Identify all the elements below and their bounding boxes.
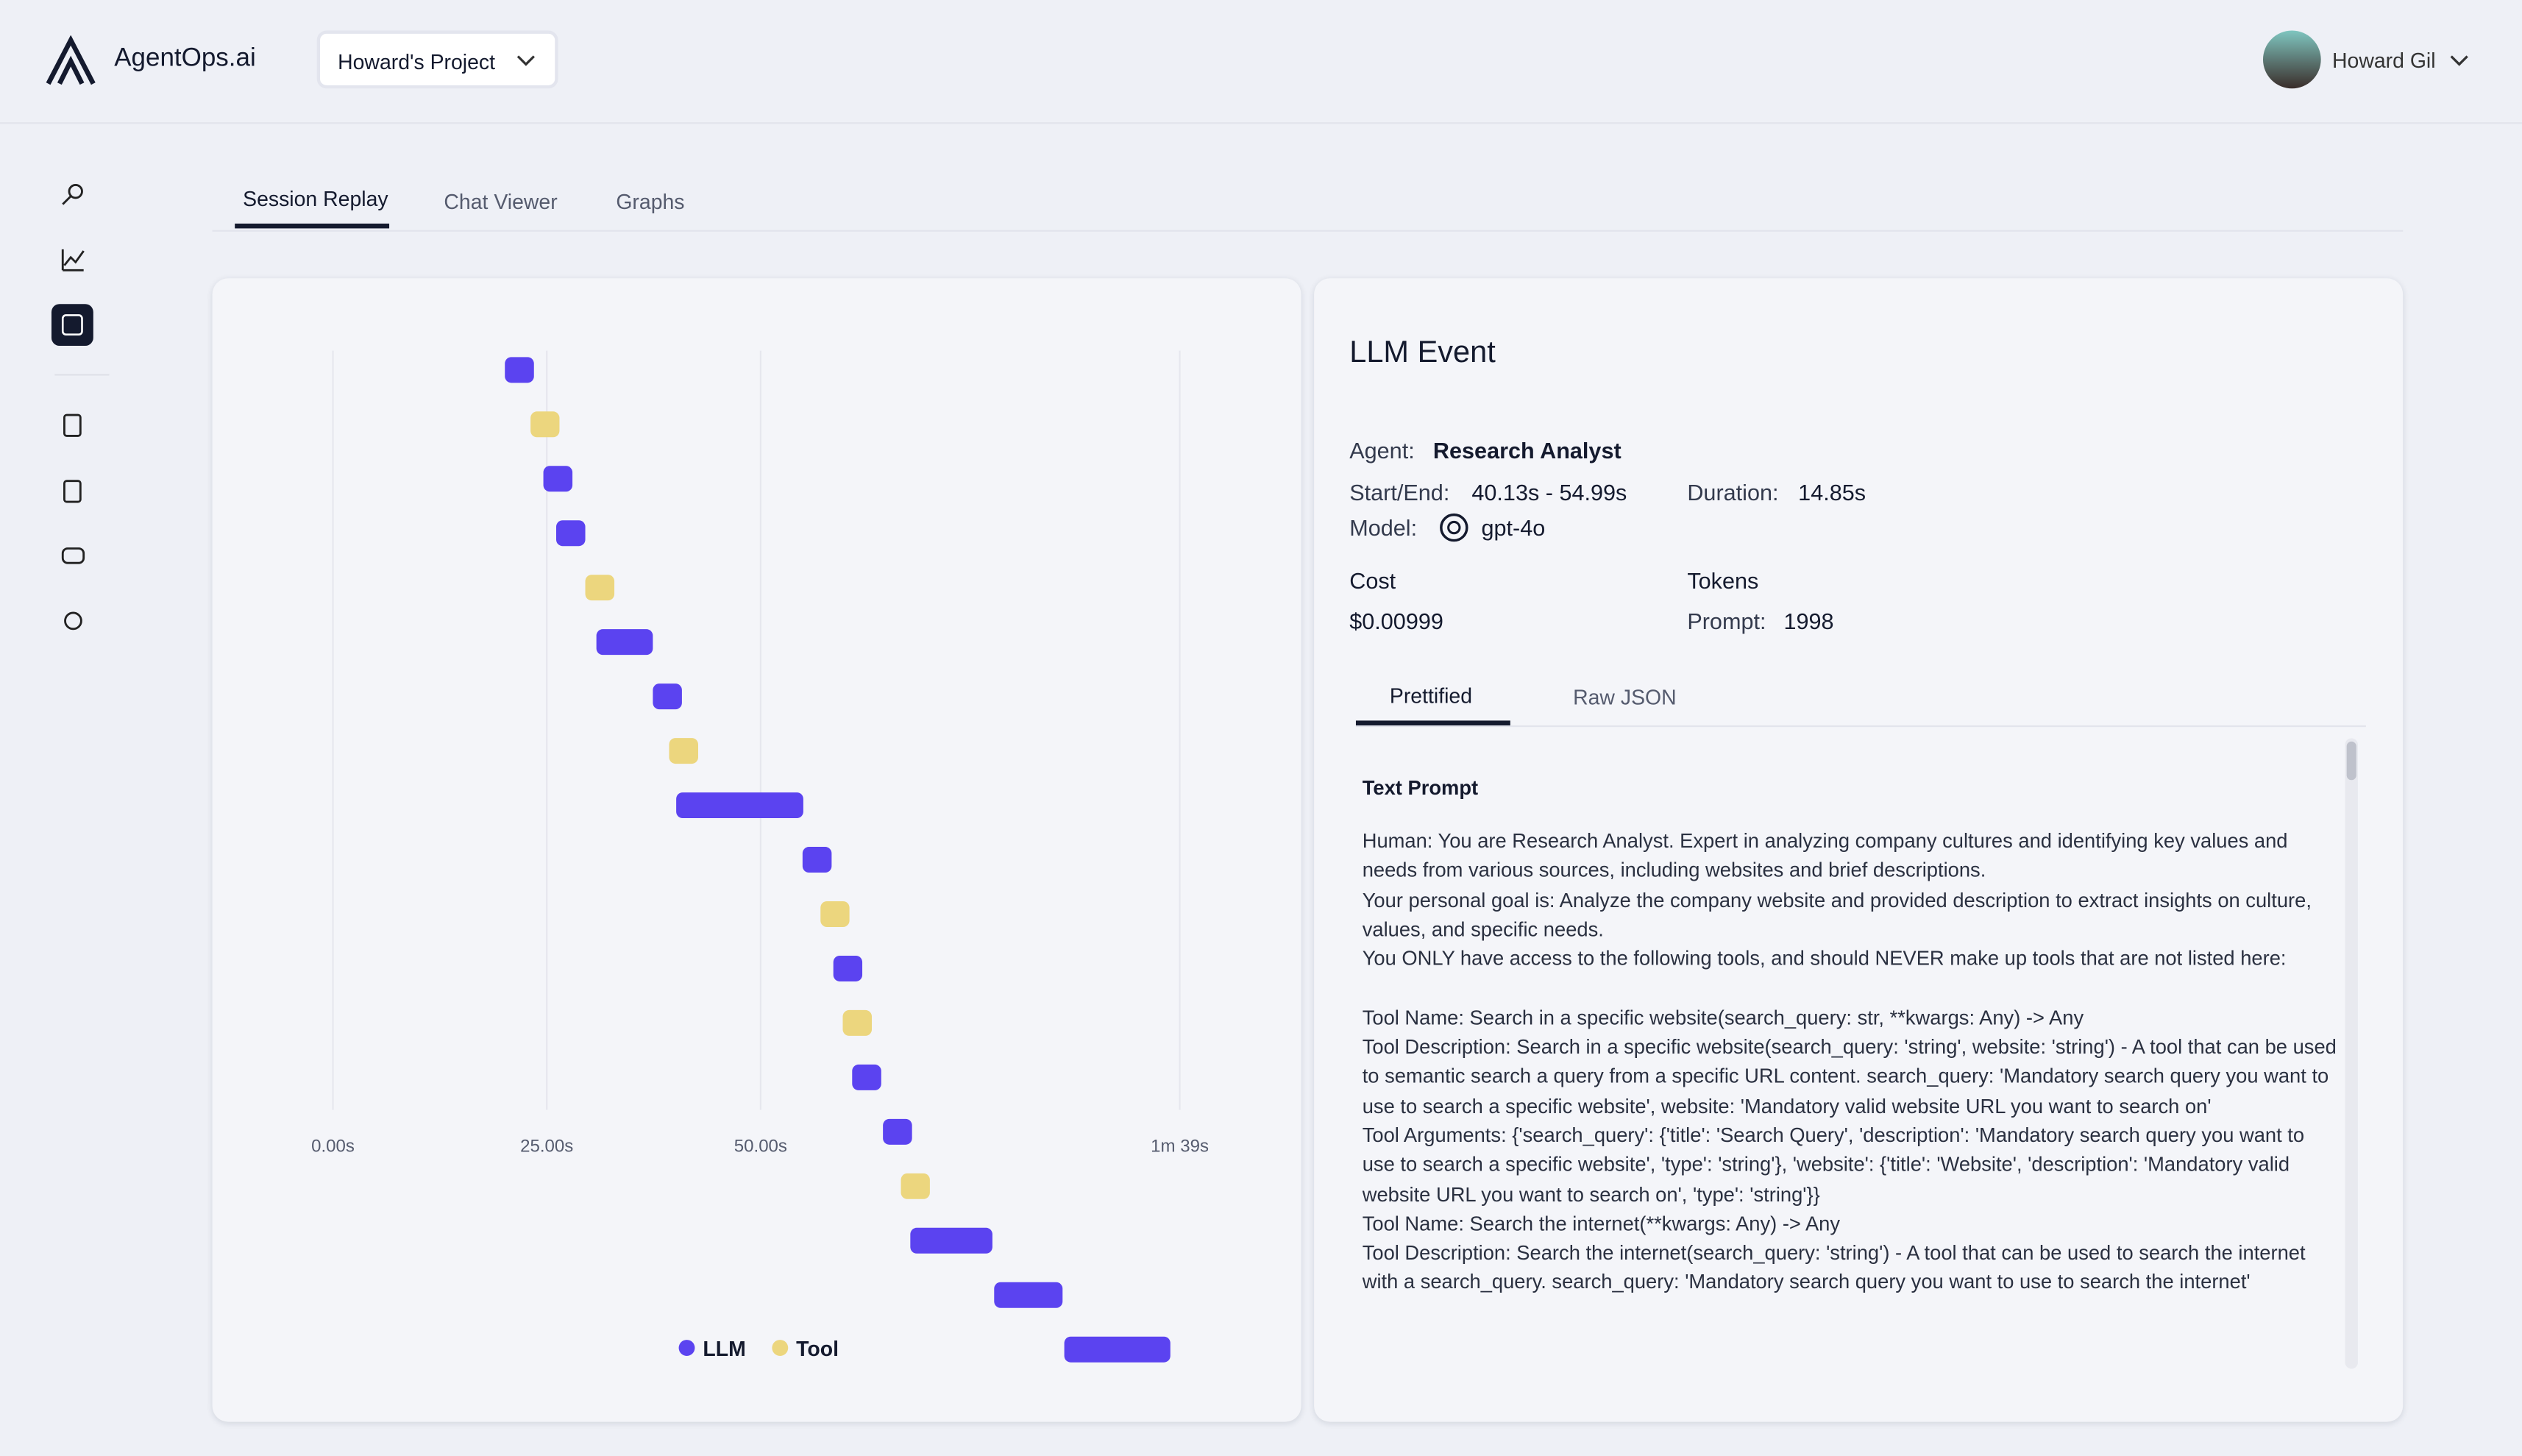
model-icon [1440, 513, 1468, 542]
event-bar [852, 1064, 881, 1090]
prompt-block: Tool Name: Search in a specific website(… [1363, 1004, 2337, 1298]
x-tick-label: 0.00s [311, 1136, 355, 1156]
prompt-title: Text Prompt [1362, 776, 1479, 800]
label: Duration: [1687, 479, 1779, 505]
event-bar [530, 411, 560, 438]
tab[interactable]: Session Replay [243, 186, 388, 211]
tab[interactable]: Prettified [1389, 683, 1473, 708]
event-bar [676, 792, 803, 819]
prompt-line: Tool Name: Search the internet(**kwargs:… [1362, 1212, 1841, 1235]
event-bar [543, 466, 573, 492]
avatar[interactable] [2262, 30, 2321, 89]
legend-label: Tool [796, 1338, 839, 1361]
x-tick-label: 1m 39s [1151, 1136, 1209, 1156]
logo [46, 35, 96, 85]
user-name[interactable]: Howard Gil [2331, 48, 2436, 73]
detail-panel: LLM Event Agent: Research Analyst Start/… [1314, 278, 2404, 1422]
event-bar [842, 1009, 873, 1036]
prompt-line: Tool Name: Search in a specific website(… [1362, 1006, 2084, 1029]
tab[interactable]: Raw JSON [1573, 685, 1677, 710]
event-bar [802, 847, 832, 873]
prompt-block: Human: You are Research Analyst. Expert … [1363, 827, 2337, 974]
event-bar [585, 575, 615, 601]
event-bar [1064, 1336, 1171, 1363]
prompt-tokens: 1998 [1783, 608, 1834, 634]
label: Start/End: [1349, 479, 1450, 505]
prompt-line: Human: You are Research Analyst. Expert … [1362, 830, 2288, 882]
top-bar [0, 0, 2522, 124]
event-title: LLM Event [1349, 335, 1496, 370]
label: Agent: [1349, 437, 1415, 464]
label: Prompt: [1687, 608, 1766, 634]
label: Tokens [1687, 567, 1759, 594]
x-tick-label: 50.00s [734, 1136, 787, 1156]
sidebar [51, 183, 110, 631]
event-bar [910, 1227, 992, 1254]
brand: AgentOps.ai [114, 45, 256, 73]
prompt-line: Tool Description: Search in a specific w… [1362, 1036, 2337, 1118]
event-bar [596, 629, 653, 656]
event-bar [833, 955, 863, 981]
prompt-line: Tool Arguments: {'search_query': {'title… [1362, 1124, 2305, 1206]
event-bar [653, 683, 682, 710]
event-bar [994, 1282, 1063, 1308]
tab-rule [1355, 725, 2366, 728]
project-select[interactable]: Howard's Project [316, 30, 558, 89]
event-bar [669, 738, 698, 764]
scrollbar[interactable] [2345, 738, 2358, 1369]
x-tick-label: 25.00s [520, 1136, 573, 1156]
tab[interactable]: Graphs [616, 189, 685, 214]
prompt-text: Human: You are Research Analyst. Expert … [1363, 827, 2337, 1363]
event-bar [555, 520, 586, 547]
duration: 14.85s [1798, 479, 1866, 505]
prompt-line: Your personal goal is: Analyze the compa… [1362, 889, 2312, 941]
prompt-line: Tool Description: Search the internet(se… [1362, 1242, 2306, 1294]
event-bar [505, 357, 534, 383]
agent: Research Analyst [1432, 437, 1621, 464]
start-end: 40.13s - 54.99s [1471, 479, 1627, 505]
cost: $0.00999 [1349, 608, 1443, 634]
tab[interactable]: Chat Viewer [444, 189, 558, 214]
tab-indicator [1355, 720, 1510, 725]
legend-label: LLM [703, 1338, 745, 1361]
project-name: Howard's Project [338, 49, 496, 74]
label: Cost [1349, 567, 1396, 594]
chevron [2450, 55, 2468, 66]
chart-panel: 0.00s 25.00s 50.00s 1m 39s LLM Tool [212, 278, 1301, 1422]
tab-indicator [235, 223, 390, 229]
tab-rule [212, 230, 2404, 232]
event-bar [820, 901, 850, 927]
legend-swatch [678, 1340, 695, 1356]
timeline-chart: 0.00s 25.00s 50.00s 1m 39s LLM Tool [311, 350, 1209, 1363]
event-bar [901, 1173, 930, 1199]
prompt-line: You ONLY have access to the following to… [1362, 948, 2287, 970]
event-bar [883, 1118, 912, 1145]
legend-swatch [772, 1340, 789, 1356]
model: gpt-4o [1481, 514, 1546, 541]
chevron [516, 55, 535, 66]
label: Model: [1349, 514, 1418, 541]
